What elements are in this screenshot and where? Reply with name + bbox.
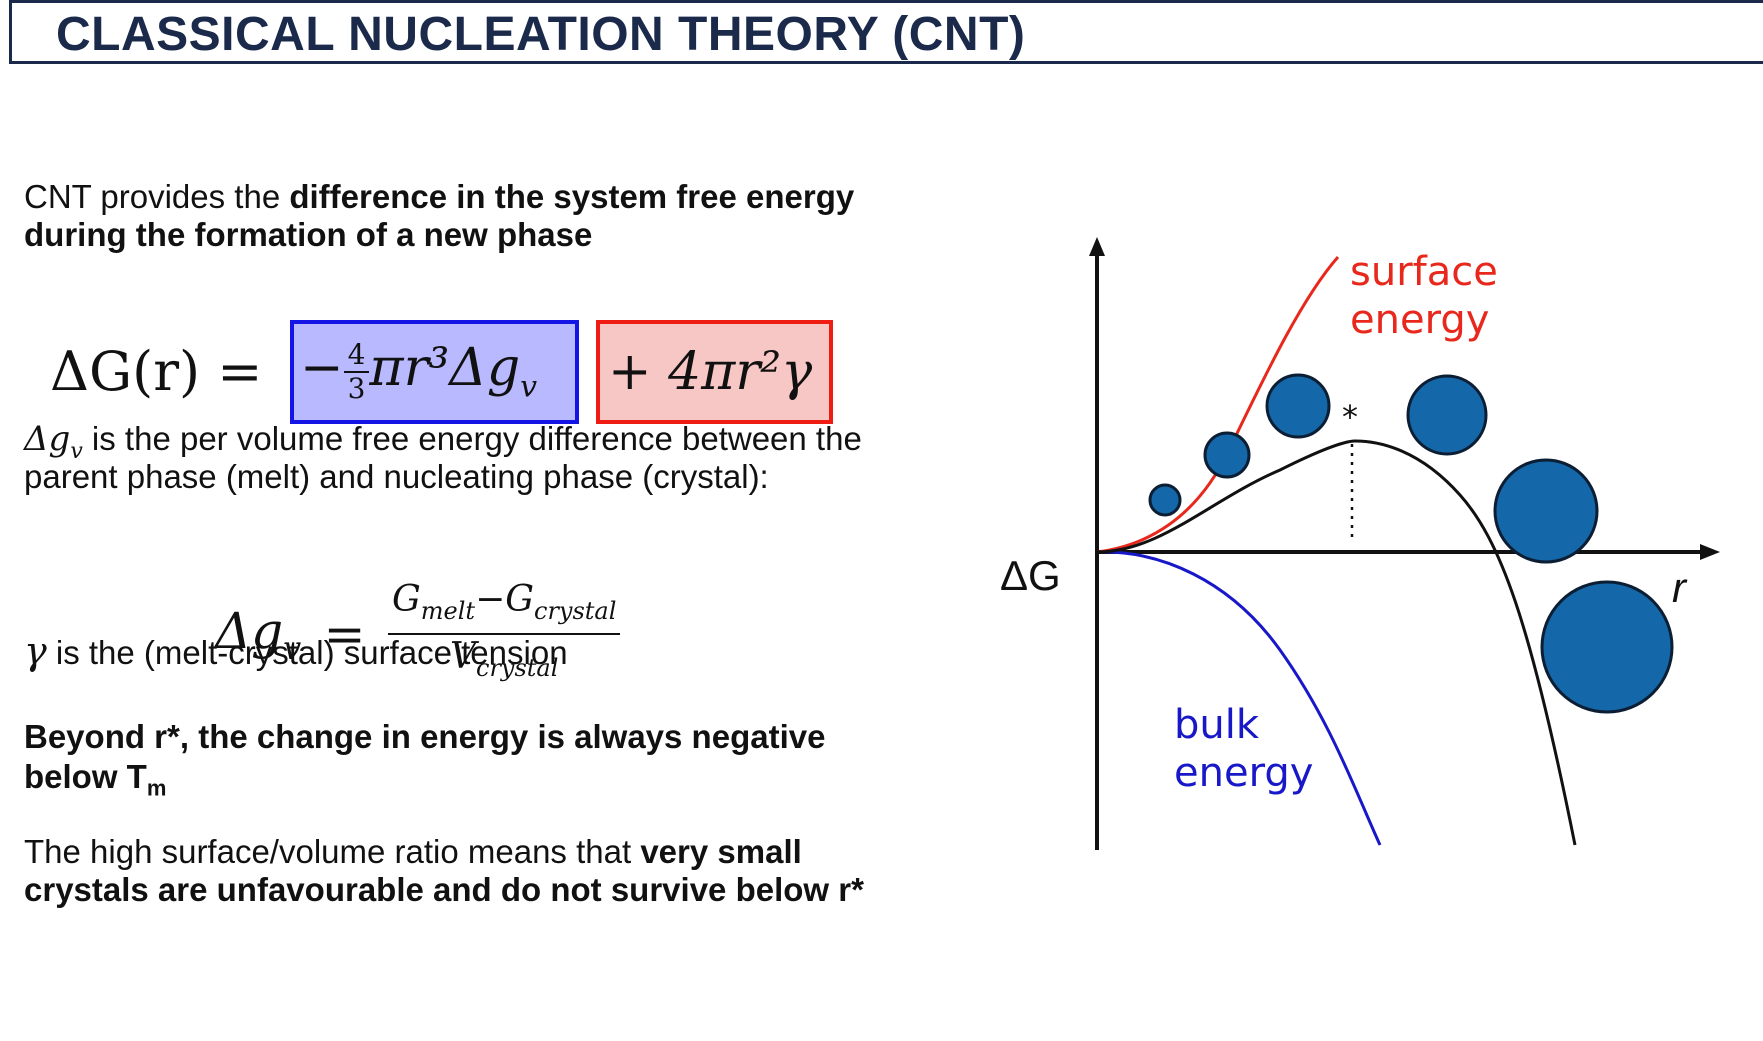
ratio-line1: The high surface/volume ratio means that…: [24, 831, 802, 873]
dgv-eq-lhs: Δgv: [215, 601, 302, 667]
intro-normal: CNT provides the: [24, 178, 290, 215]
dgv-eq-equals: =: [323, 605, 366, 664]
x-axis: [1097, 544, 1720, 560]
nucleus-circle-5: [1493, 458, 1599, 564]
slide-title: CLASSICAL NUCLEATION THEORY (CNT): [56, 8, 1026, 61]
nucleus-circle-6: [1540, 580, 1674, 714]
beyond-line2: below Tm: [24, 758, 167, 801]
beyond-line1: Beyond r*, the change in energy is alway…: [24, 718, 826, 755]
gamma-symbol: γ: [24, 629, 47, 673]
ratio-normal: The high surface/volume ratio means that: [24, 833, 641, 870]
surface-term-box: + 4πr²γ: [596, 320, 833, 424]
volume-term: −4 3 πr³Δgv: [300, 338, 537, 405]
dgv-definition-line2: parent phase (melt) and nucleating phase…: [24, 458, 769, 495]
nucleus-circle-2: [1203, 431, 1251, 479]
gamma-definition: γ is the (melt-crystal) surface tension: [24, 630, 568, 674]
surface-term: + 4πr²γ: [608, 342, 813, 402]
total-free-energy-curve: [1096, 439, 1577, 846]
dgv-text1: is the per volume free energy difference…: [82, 420, 862, 457]
nucleus-circle-1: [1148, 483, 1182, 517]
nucleus-circle-3: [1265, 373, 1331, 439]
equation-lhs: ΔG(r) =: [50, 340, 263, 403]
dgv-numerator: Gmelt−Gcrystal: [388, 578, 621, 636]
bulk-energy-curve: [1096, 550, 1382, 846]
nucleation-energy-diagram: * ΔG r surface energy bulk energy: [1000, 237, 1720, 850]
surface-label-1: surface: [1350, 249, 1498, 295]
critical-point-marker: *: [1342, 398, 1358, 436]
ratio-bold1: very small: [640, 833, 802, 870]
nuclei: [1148, 373, 1674, 714]
gamma-text: is the (melt-crystal) surface tension: [46, 634, 568, 671]
y-axis-label: ΔG: [1000, 552, 1061, 599]
intro-bold1: difference in the system free energy: [289, 178, 855, 215]
frac-num: 4: [343, 338, 370, 373]
volume-sub: v: [520, 369, 538, 405]
bulk-label-1: bulk: [1174, 702, 1260, 748]
bulk-label-2: energy: [1174, 750, 1313, 796]
x-axis-label: r: [1672, 564, 1688, 611]
frac-den: 3: [347, 371, 366, 405]
title-bar: CLASSICAL NUCLEATION THEORY (CNT): [9, 0, 1763, 64]
dgv-fraction: Gmelt−Gcrystal Vcrystal: [388, 578, 621, 690]
surface-label-2: energy: [1350, 297, 1489, 343]
nucleus-circle-4: [1406, 374, 1488, 456]
volume-rest: πr³Δg: [369, 338, 521, 398]
volume-minus: −: [300, 338, 344, 398]
intro-line1: CNT provides the difference in the syste…: [24, 176, 854, 218]
dgv-symbol: Δgv: [24, 419, 83, 464]
ratio-line2: crystals are unfavourable and do not sur…: [24, 871, 864, 908]
y-axis: [1089, 237, 1105, 850]
dgv-denominator: Vcrystal: [450, 636, 559, 683]
volume-term-box: −4 3 πr³Δgv: [290, 320, 579, 424]
intro-line2: during the formation of a new phase: [24, 216, 593, 253]
dgv-definition-line1: Δgv is the per volume free energy differ…: [24, 418, 862, 473]
dgv-equation: Δgv = Gmelt−Gcrystal Vcrystal: [215, 578, 621, 690]
